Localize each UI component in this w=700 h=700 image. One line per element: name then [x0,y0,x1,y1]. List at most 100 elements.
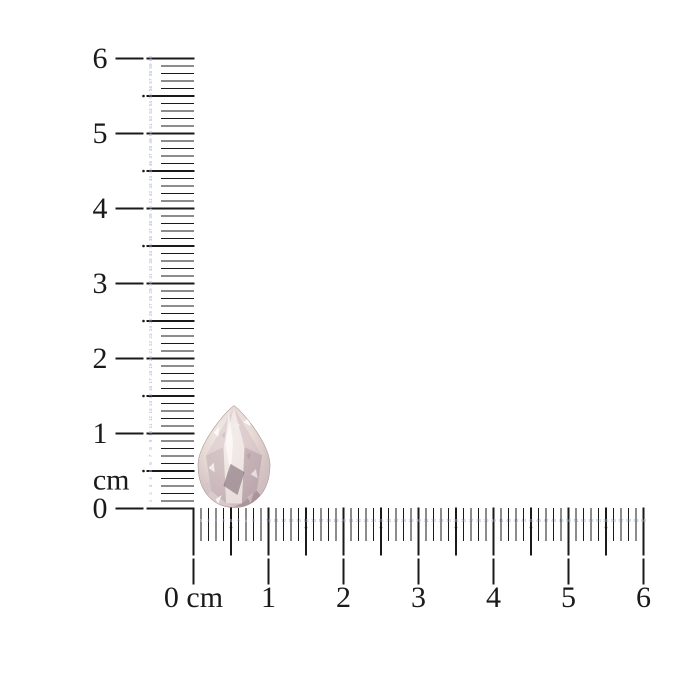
svg-text:16: 16 [311,518,317,523]
svg-text:22: 22 [356,518,362,523]
svg-text:19: 19 [333,518,339,523]
svg-text:cm: cm [93,464,130,497]
svg-text:8: 8 [148,447,153,450]
svg-text:29: 29 [408,518,414,523]
svg-text:32: 32 [431,518,437,523]
svg-text:4: 4 [148,477,153,480]
svg-text:47: 47 [148,153,153,159]
svg-text:55: 55 [148,93,153,99]
svg-text:53: 53 [148,108,153,114]
svg-text:30: 30 [148,281,153,287]
svg-text:57: 57 [148,78,153,84]
svg-text:41: 41 [498,518,504,523]
svg-text:44: 44 [521,518,527,523]
svg-text:27: 27 [148,303,153,309]
svg-text:31: 31 [423,518,429,523]
svg-text:2: 2 [207,518,210,523]
svg-text:6: 6 [93,42,108,75]
svg-text:49: 49 [148,138,153,144]
svg-text:9: 9 [260,518,263,523]
svg-text:24: 24 [148,326,153,332]
svg-text:24: 24 [371,518,377,523]
svg-text:4: 4 [486,581,501,614]
svg-text:35: 35 [453,518,459,523]
svg-text:43: 43 [148,183,153,189]
svg-text:1: 1 [93,417,108,450]
svg-text:12: 12 [281,518,287,523]
svg-text:1: 1 [200,518,203,523]
svg-text:23: 23 [148,333,153,339]
svg-text:18: 18 [326,518,332,523]
svg-text:58: 58 [148,71,153,77]
svg-text:57: 57 [618,518,624,523]
svg-text:48: 48 [551,518,557,523]
svg-text:55: 55 [603,518,609,523]
svg-text:25: 25 [148,318,153,324]
svg-text:20: 20 [341,518,347,523]
svg-text:19: 19 [148,363,153,369]
svg-text:56: 56 [611,518,617,523]
svg-text:42: 42 [506,518,512,523]
svg-text:26: 26 [386,518,392,523]
svg-text:41: 41 [148,198,153,204]
svg-text:29: 29 [148,288,153,294]
svg-text:50: 50 [148,131,153,137]
svg-text:34: 34 [446,518,452,523]
svg-text:47: 47 [543,518,549,523]
svg-text:52: 52 [581,518,587,523]
svg-text:48: 48 [148,146,153,152]
svg-text:36: 36 [461,518,467,523]
svg-text:60: 60 [148,56,153,62]
svg-text:30: 30 [416,518,422,523]
svg-text:39: 39 [148,213,153,219]
svg-text:3: 3 [93,267,108,300]
svg-text:25: 25 [378,518,384,523]
svg-text:13: 13 [288,518,294,523]
svg-text:39: 39 [483,518,489,523]
svg-text:7: 7 [148,454,153,457]
svg-text:2: 2 [93,342,108,375]
svg-text:59: 59 [633,518,639,523]
svg-text:59: 59 [148,63,153,69]
svg-text:33: 33 [148,258,153,264]
svg-text:2: 2 [148,492,153,495]
svg-text:15: 15 [303,518,309,523]
svg-text:40: 40 [491,518,497,523]
svg-text:16: 16 [148,386,153,392]
svg-text:60: 60 [641,518,647,523]
svg-text:58: 58 [626,518,632,523]
svg-text:38: 38 [148,221,153,227]
svg-text:34: 34 [148,251,153,257]
svg-text:4: 4 [93,192,108,225]
svg-text:11: 11 [274,518,279,523]
svg-text:54: 54 [596,518,602,523]
svg-text:45: 45 [148,168,153,174]
svg-text:45: 45 [528,518,534,523]
svg-text:40: 40 [148,206,153,212]
svg-text:37: 37 [468,518,474,523]
svg-text:0 cm: 0 cm [164,581,223,614]
svg-text:5: 5 [93,117,108,150]
svg-text:7: 7 [245,518,248,523]
svg-text:15: 15 [148,393,153,399]
svg-text:17: 17 [318,518,324,523]
svg-text:6: 6 [636,581,651,614]
svg-text:35: 35 [148,243,153,249]
svg-text:46: 46 [148,161,153,167]
svg-text:8: 8 [252,518,255,523]
svg-text:5: 5 [230,518,233,523]
svg-text:13: 13 [148,408,153,414]
svg-text:6: 6 [148,462,153,465]
svg-text:3: 3 [411,581,426,614]
svg-text:5: 5 [561,581,576,614]
svg-text:3: 3 [148,484,153,487]
svg-text:17: 17 [148,378,153,384]
svg-text:38: 38 [476,518,482,523]
svg-text:23: 23 [363,518,369,523]
svg-text:14: 14 [296,518,302,523]
svg-text:22: 22 [148,341,153,347]
svg-text:11: 11 [148,423,153,428]
svg-text:26: 26 [148,311,153,317]
svg-text:3: 3 [215,518,218,523]
svg-text:6: 6 [237,518,240,523]
